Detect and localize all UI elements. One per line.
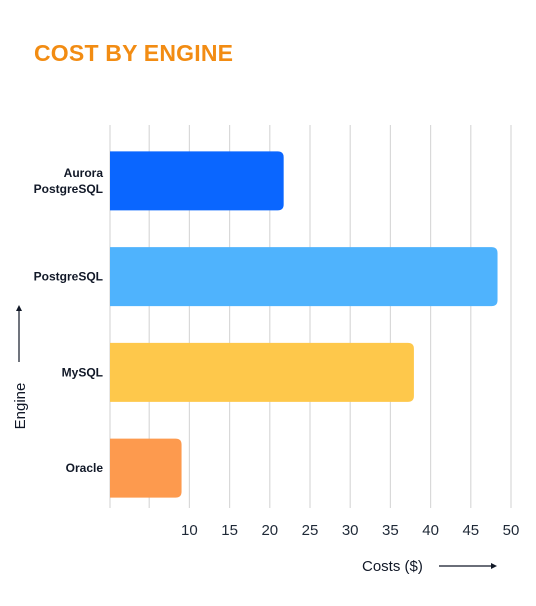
category-label: MySQL: [62, 365, 103, 379]
x-tick-label: 45: [462, 522, 479, 539]
bar-oracle: [110, 438, 182, 498]
chart-title: COST BY ENGINE: [34, 40, 234, 66]
category-label: Oracle: [66, 461, 104, 475]
x-tick-label: 20: [261, 522, 278, 539]
x-tick-labels: 10 15 20 25 30 35 40 45 50: [181, 522, 519, 539]
x-axis-arrowhead-icon: [491, 563, 497, 569]
y-axis-arrowhead-icon: [16, 305, 22, 311]
bar-postgresql: [110, 247, 498, 307]
category-label: PostgreSQL: [34, 270, 103, 284]
axis-titles: Costs ($) Engine: [12, 305, 497, 575]
x-tick-label: 50: [503, 522, 520, 539]
category-label: Aurora PostgreSQL: [34, 166, 104, 196]
bars: [110, 151, 498, 498]
category-labels: Aurora PostgreSQL PostgreSQL MySQL Oracle: [34, 166, 104, 475]
x-tick-label: 35: [382, 522, 399, 539]
x-tick-label: 25: [302, 522, 319, 539]
bar-mysql: [110, 342, 414, 402]
x-tick-label: 30: [342, 522, 359, 539]
x-tick-label: 40: [422, 522, 439, 539]
x-tick-label: 15: [221, 522, 238, 539]
x-axis-title: Costs ($): [362, 558, 423, 575]
bar-aurora-postgresql: [110, 151, 284, 211]
x-tick-label: 10: [181, 522, 198, 539]
y-axis-title: Engine: [12, 383, 29, 430]
